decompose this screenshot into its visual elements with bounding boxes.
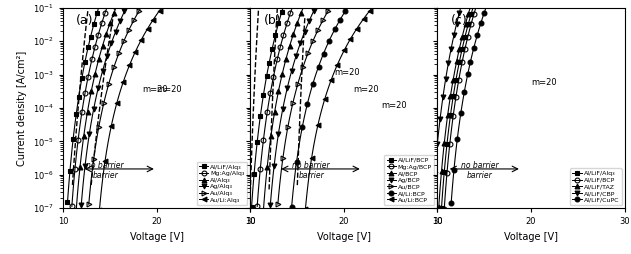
Legend: Al/LiF/Alq₃, Mg:Ag/Alq₃, Al/Alq₃, Ag/Alq₃, Au/Alq₃, Au/Li:Alq₃: Al/LiF/Alq₃, Mg:Ag/Alq₃, Al/Alq₃, Ag/Alq… [196, 162, 247, 205]
Text: no barrier
barrier: no barrier barrier [86, 161, 124, 180]
X-axis label: Voltage [V]: Voltage [V] [317, 232, 371, 242]
Text: (b): (b) [263, 14, 281, 27]
Text: (c): (c) [451, 14, 468, 27]
Text: no barrier
barrier: no barrier barrier [461, 161, 498, 180]
Text: m=20: m=20 [334, 68, 360, 76]
Text: m=20: m=20 [381, 101, 407, 110]
Text: no barrier
barrier: no barrier barrier [292, 161, 330, 180]
X-axis label: Voltage [V]: Voltage [V] [130, 232, 184, 242]
Y-axis label: Current density [A/cm²]: Current density [A/cm²] [18, 50, 27, 166]
Text: m=20: m=20 [143, 85, 168, 94]
X-axis label: Voltage [V]: Voltage [V] [504, 232, 558, 242]
Legend: Al/LiF/Alq₃, Al/LiF/BCP, Al/LiF/TAZ, Al/LiF/CBP, Al/LiF/CuPC: Al/LiF/Alq₃, Al/LiF/BCP, Al/LiF/TAZ, Al/… [570, 168, 622, 205]
Text: m=20: m=20 [531, 77, 557, 87]
Text: m=20: m=20 [156, 85, 182, 94]
Legend: Al/LiF/BCP, Mg:Ag/BCP, Al/BCP, Ag/BCP, Au/BCP, Al/Li:BCP, Au/Li:BCP: Al/LiF/BCP, Mg:Ag/BCP, Al/BCP, Ag/BCP, A… [384, 155, 434, 205]
Text: (a): (a) [76, 14, 94, 27]
Text: m=20: m=20 [353, 85, 379, 94]
